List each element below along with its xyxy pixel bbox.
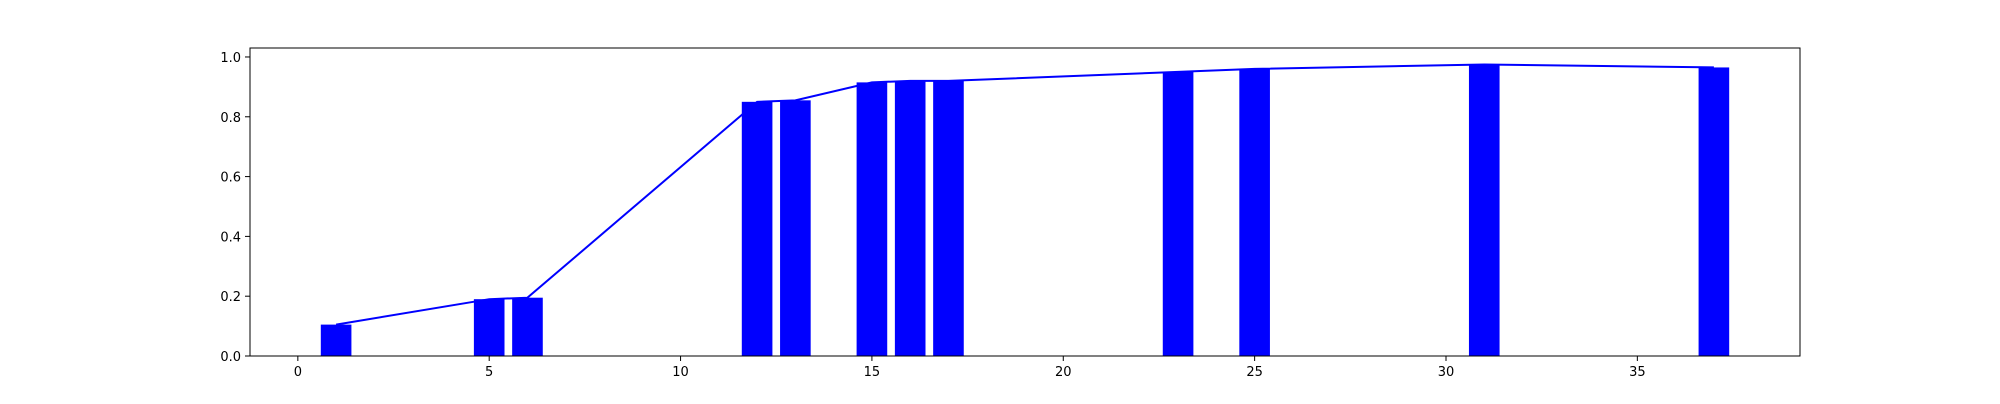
x-tick-label: 5 bbox=[485, 365, 493, 380]
x-tick-label: 15 bbox=[864, 365, 881, 380]
y-tick-label: 0.2 bbox=[220, 290, 241, 305]
line-layer bbox=[335, 63, 1714, 326]
bar-6 bbox=[512, 297, 543, 356]
y-tick-label: 0.0 bbox=[220, 350, 241, 365]
bar-12 bbox=[741, 101, 773, 356]
x-axis: 0 5 10 15 20 25 30 35 bbox=[294, 356, 1646, 380]
bar-17 bbox=[933, 80, 964, 357]
bar-16 bbox=[894, 80, 926, 357]
series-line bbox=[335, 63, 1714, 326]
x-tick-label: 0 bbox=[294, 365, 302, 380]
bars-layer bbox=[320, 64, 1730, 357]
bar-31 bbox=[1468, 64, 1500, 357]
x-tick-label: 10 bbox=[672, 365, 689, 380]
y-tick-label: 0.8 bbox=[220, 111, 241, 126]
y-axis: 0.0 0.2 0.4 0.6 0.8 1.0 bbox=[220, 51, 250, 365]
y-tick-label: 1.0 bbox=[220, 51, 241, 66]
bar-25 bbox=[1239, 68, 1270, 356]
bar-5 bbox=[473, 299, 505, 356]
plot-frame bbox=[249, 47, 1801, 357]
bar-15 bbox=[856, 82, 888, 356]
y-tick-label: 0.4 bbox=[220, 230, 241, 245]
bar-1 bbox=[320, 324, 352, 356]
x-tick-label: 35 bbox=[1629, 365, 1646, 380]
y-tick-label: 0.6 bbox=[220, 171, 241, 186]
x-tick-label: 25 bbox=[1246, 365, 1263, 380]
x-tick-label: 30 bbox=[1438, 365, 1455, 380]
bar-23 bbox=[1162, 71, 1194, 356]
bar-37 bbox=[1698, 67, 1730, 356]
x-tick-label: 20 bbox=[1055, 365, 1072, 380]
bar-13 bbox=[780, 100, 811, 356]
